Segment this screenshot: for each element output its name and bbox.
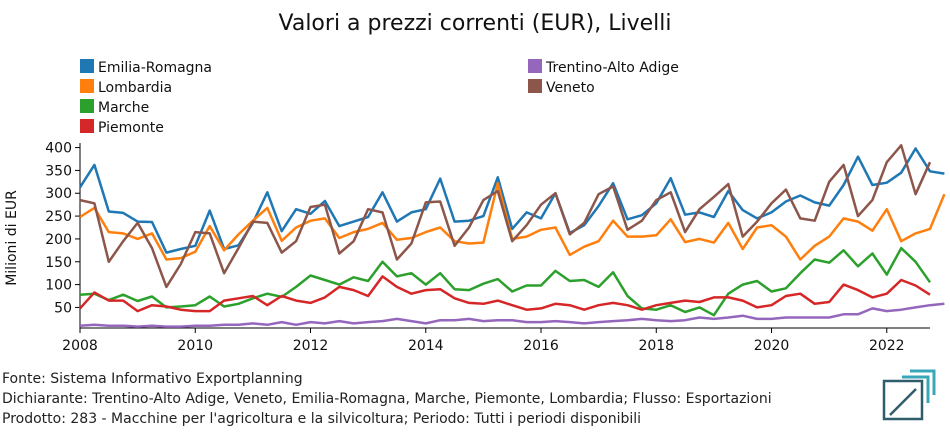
y-tick-label: 200: [45, 232, 72, 248]
legend-swatch: [528, 79, 542, 93]
y-axis-label: Milioni di EUR: [4, 190, 20, 286]
exportplanning-logo-icon: [882, 369, 936, 421]
legend-swatch: [80, 79, 94, 93]
x-tick-label: 2010: [177, 338, 213, 354]
legend: Emilia-Romagna Lombardia Marche Piemonte Tre…: [80, 59, 679, 136]
legend-swatch: [80, 119, 94, 133]
legend-label: Emilia-Romagna: [98, 60, 212, 76]
series-line-marche: [79, 246, 932, 317]
legend-swatch: [528, 59, 542, 73]
series-layer: [78, 144, 946, 328]
x-tick-label: 2014: [408, 338, 444, 354]
legend-label: Marche: [98, 100, 149, 116]
footer-product: Prodotto: 283 - Macchine per l'agricoltu…: [2, 411, 642, 427]
footer-declarant: Dichiarante: Trentino-Alto Adige, Veneto…: [2, 391, 772, 407]
y-tick-label: 300: [45, 186, 72, 202]
x-tick-label: 2012: [293, 338, 329, 354]
series-line-piemonte: [79, 275, 931, 313]
y-tick-label: 150: [45, 255, 72, 271]
legend-label: Trentino-Alto Adige: [545, 60, 679, 76]
y-tick-label: 100: [45, 278, 72, 294]
legend-swatch: [80, 59, 94, 73]
footer-source: Fonte: Sistema Informativo Exportplannin…: [2, 371, 303, 387]
legend-label: Lombardia: [98, 80, 172, 96]
series-line-veneto: [79, 144, 932, 289]
x-tick-label: 2018: [638, 338, 674, 354]
x-tick-label: 2022: [869, 338, 905, 354]
legend-label: Piemonte: [98, 120, 164, 136]
series-line-trentino-alto-adige: [79, 302, 945, 328]
axes: 50 100 150 200 250 300 350 400 2008 2010 2012 2014 2…: [45, 141, 930, 354]
legend-swatch: [80, 99, 94, 113]
chart-title: Valori a prezzi correnti (EUR), Livelli: [279, 11, 672, 36]
y-tick-label: 50: [54, 300, 72, 316]
x-tick-label: 2020: [754, 338, 790, 354]
x-tick-label: 2016: [523, 338, 559, 354]
legend-label: Veneto: [546, 80, 595, 96]
x-tick-label: 2008: [62, 338, 98, 354]
y-tick-label: 250: [45, 209, 72, 225]
y-tick-label: 400: [45, 141, 72, 157]
y-tick-label: 350: [45, 163, 72, 179]
